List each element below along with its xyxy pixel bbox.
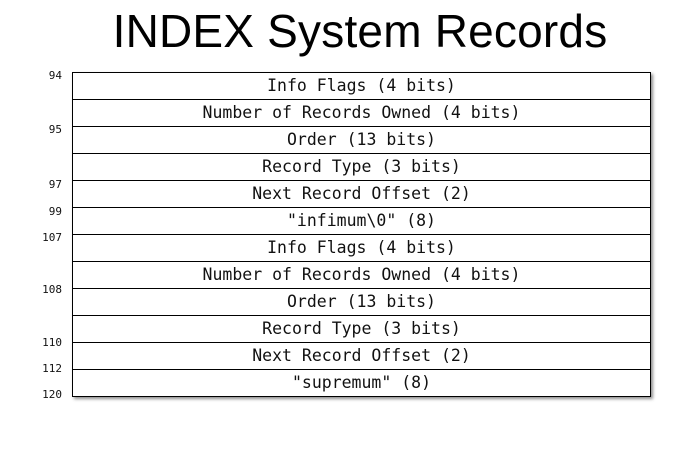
record-field-row: "infimum\0" (8) [73,208,650,235]
offset-label: 112 [42,362,62,375]
record-field-row: Info Flags (4 bits) [73,73,650,100]
record-field-row: Order (13 bits) [73,127,650,154]
offset-label: 94 [48,69,62,82]
record-field-row: Record Type (3 bits) [73,316,650,343]
offset-label: 97 [48,178,62,191]
record-field-row: Next Record Offset (2) [73,181,650,208]
record-field-row: "supremum" (8) [73,370,650,397]
offset-label: 120 [42,388,62,401]
diagram-title: INDEX System Records [112,5,608,57]
record-field-row: Next Record Offset (2) [73,343,650,370]
offset-label: 108 [42,283,62,296]
record-field-row: Order (13 bits) [73,289,650,316]
offset-label: 99 [48,205,62,218]
record-field-row: Info Flags (4 bits) [73,235,650,262]
record-field-row: Record Type (3 bits) [73,154,650,181]
record-field-row: Number of Records Owned (4 bits) [73,262,650,289]
record-layout-table: Info Flags (4 bits) Number of Records Ow… [72,72,651,397]
record-field-row: Number of Records Owned (4 bits) [73,100,650,127]
offset-label: 110 [42,336,62,349]
offset-label: 107 [42,231,62,244]
offset-label: 95 [48,123,62,136]
